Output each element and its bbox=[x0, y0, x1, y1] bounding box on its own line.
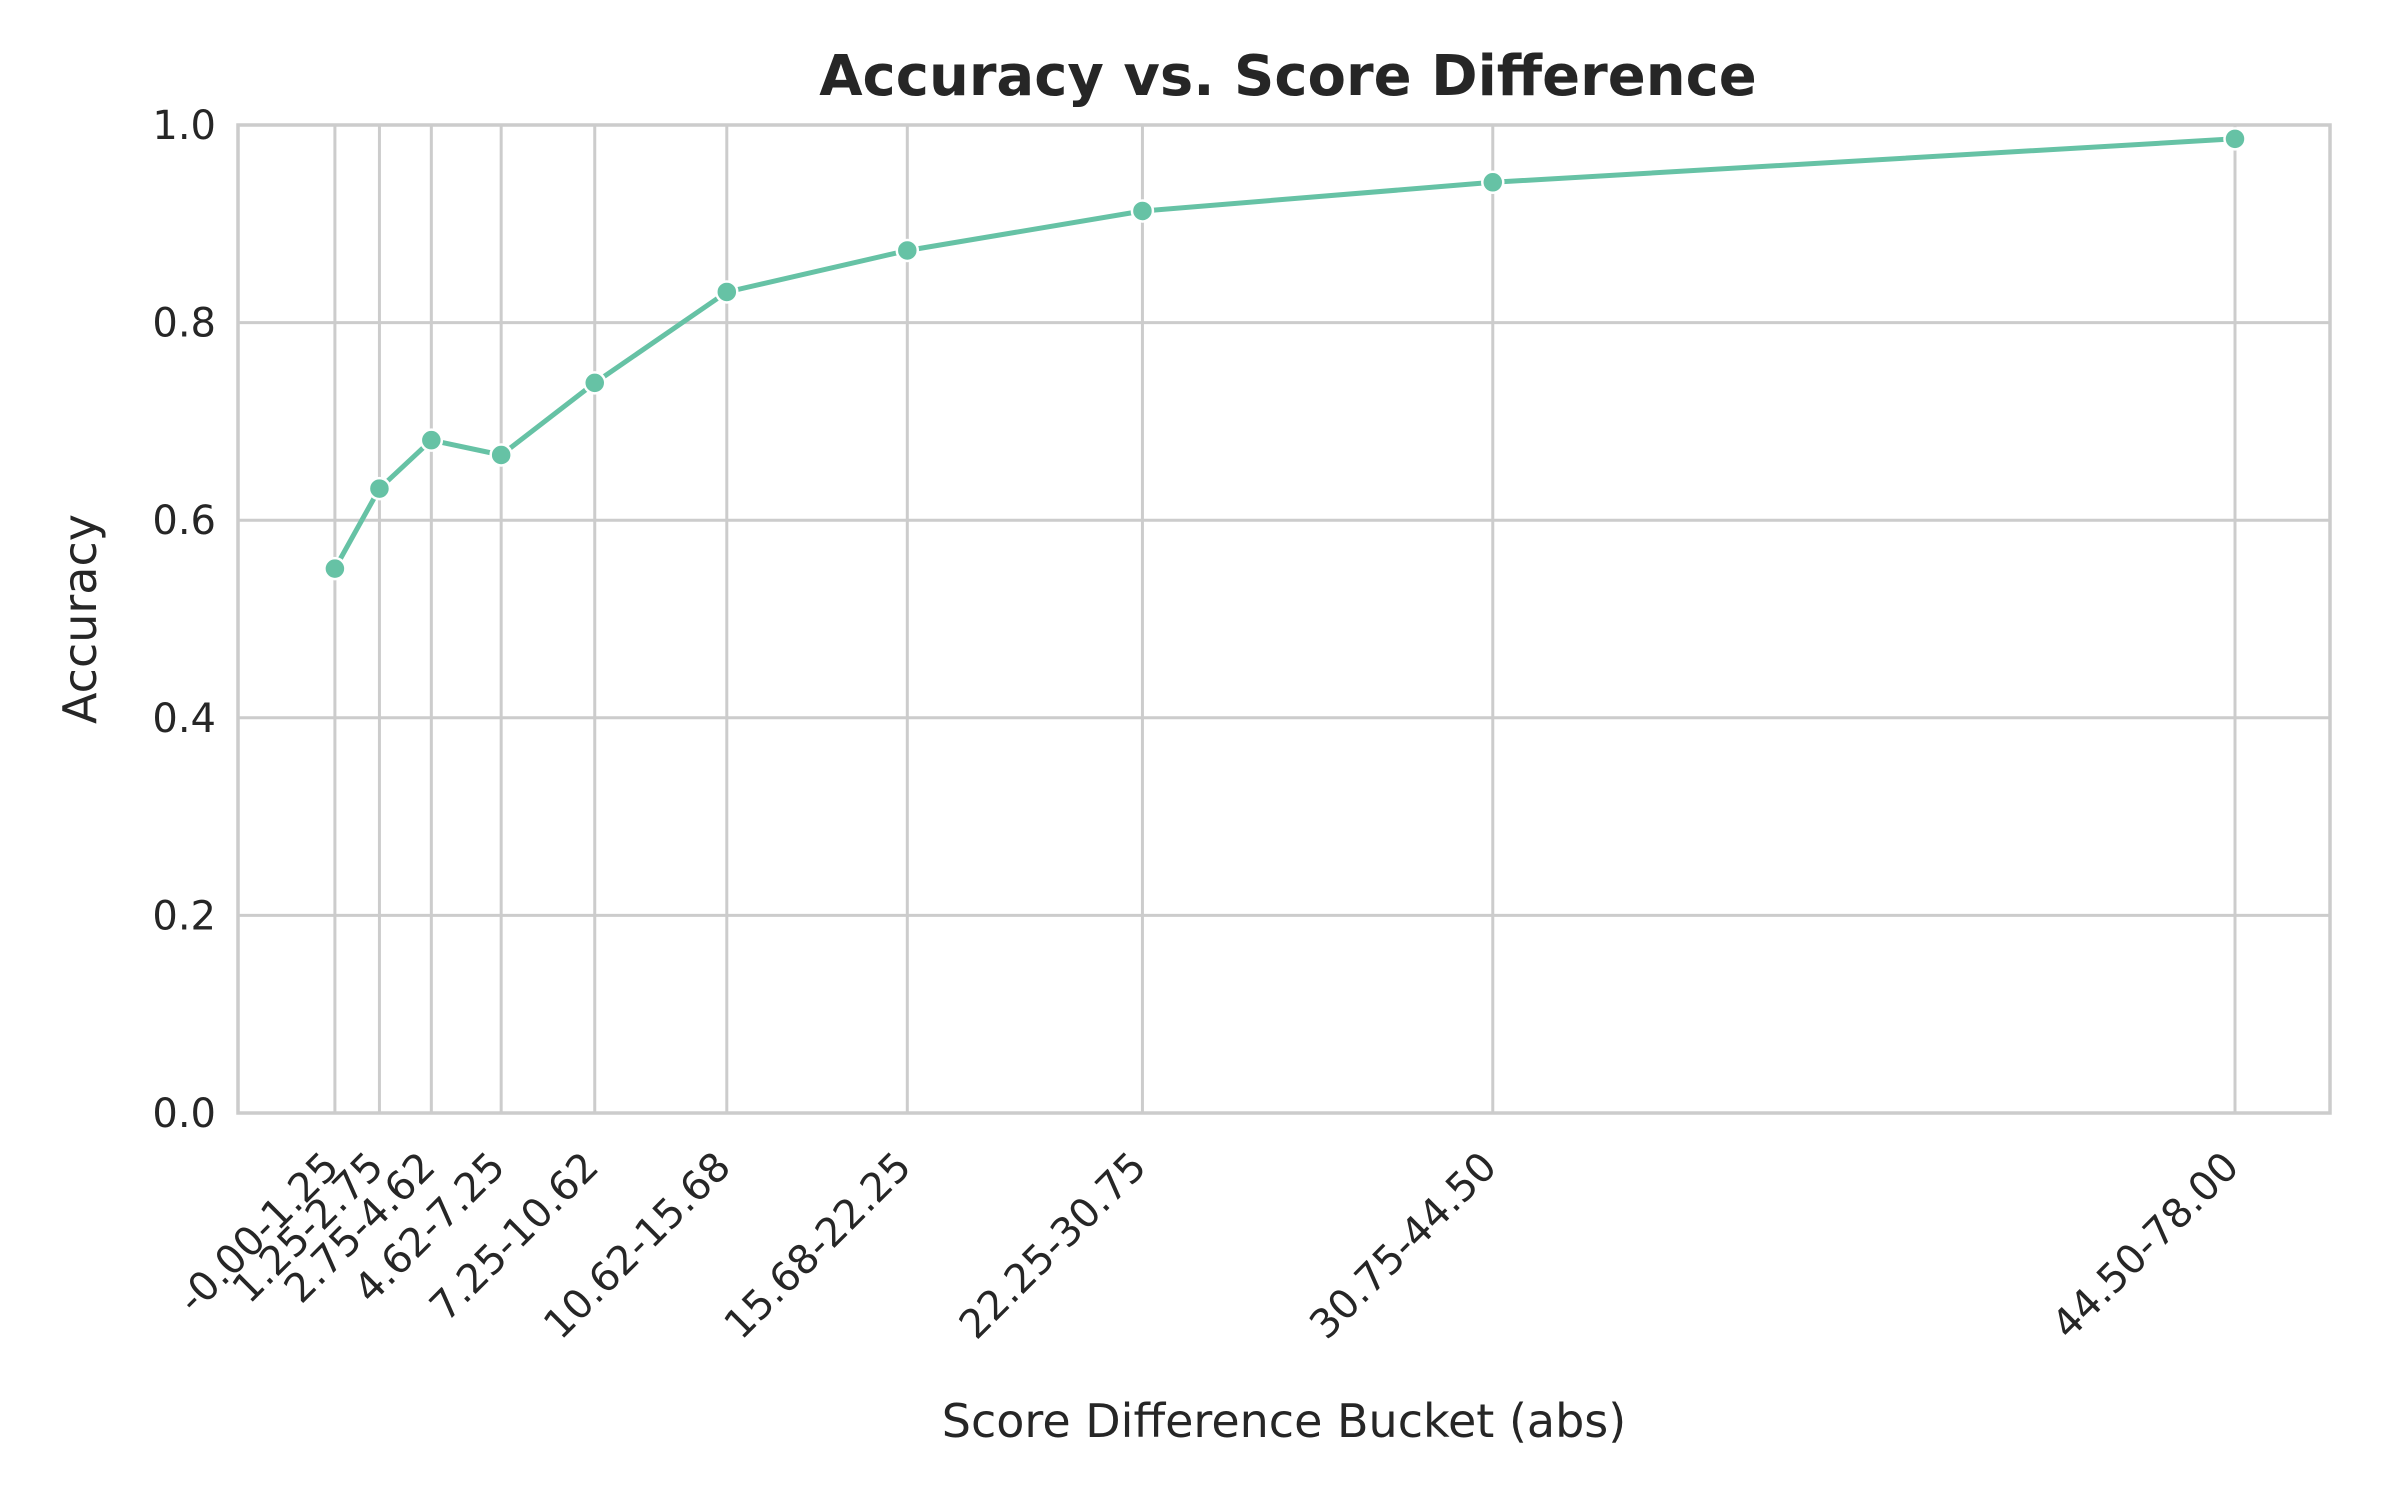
y-axis-ticks: 0.0 0.2 0.4 0.6 0.8 1.0 bbox=[152, 103, 216, 1137]
data-point bbox=[2223, 127, 2247, 151]
y-axis-label: Accuracy bbox=[53, 514, 107, 724]
data-point bbox=[323, 556, 347, 581]
x-axis-label: Score Difference Bucket (abs) bbox=[942, 1394, 1626, 1448]
series-accuracy bbox=[323, 127, 2247, 581]
chart-title: Accuracy vs. Score Difference bbox=[819, 44, 1757, 109]
x-tick-label: 30.75-44.50 bbox=[1301, 1144, 1506, 1349]
y-tick-label: 0.6 bbox=[152, 498, 216, 544]
data-point bbox=[489, 443, 513, 467]
data-point bbox=[367, 476, 392, 501]
y-tick-label: 0.0 bbox=[152, 1091, 216, 1137]
x-axis-ticks: -0.00-1.251.25-2.752.75-4.624.62-7.257.2… bbox=[169, 1144, 2248, 1349]
data-point bbox=[582, 371, 607, 395]
data-point bbox=[419, 428, 444, 452]
series-line bbox=[332, 136, 2238, 572]
data-point bbox=[895, 238, 920, 263]
y-tick-label: 0.4 bbox=[152, 696, 216, 742]
y-tick-label: 0.8 bbox=[152, 301, 216, 347]
data-point bbox=[715, 280, 739, 304]
x-tick-label: 15.68-22.25 bbox=[716, 1144, 921, 1349]
x-tick-label: 22.25-30.75 bbox=[951, 1144, 1156, 1349]
plot-frame bbox=[236, 123, 2332, 1115]
x-tick-label: 44.50-78.00 bbox=[2043, 1144, 2248, 1349]
grid bbox=[238, 123, 2330, 1115]
y-tick-label: 0.2 bbox=[152, 893, 216, 939]
data-point bbox=[1481, 170, 1505, 195]
y-tick-label: 1.0 bbox=[152, 103, 216, 149]
data-point bbox=[1130, 199, 1155, 223]
